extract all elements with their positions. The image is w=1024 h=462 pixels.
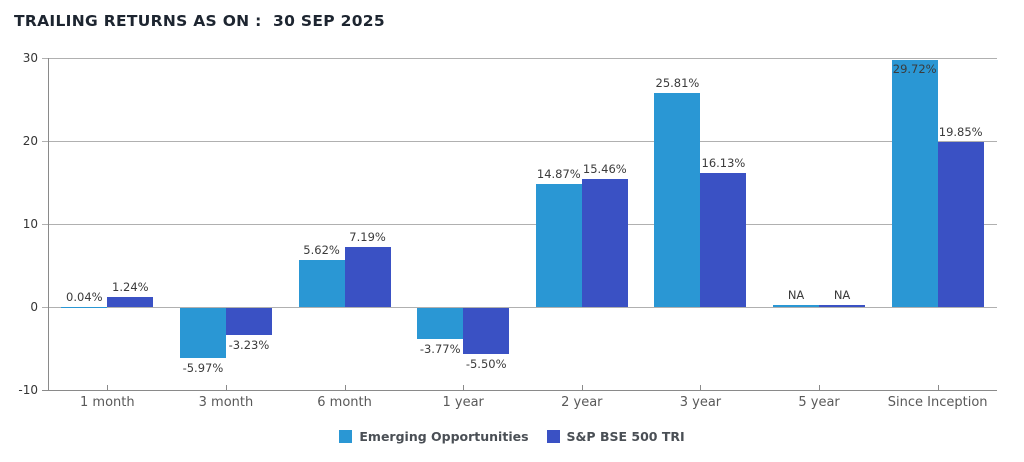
bar-value-label: 25.81% (655, 75, 700, 90)
bar-value-label: 29.72% (892, 62, 937, 77)
y-axis-line (48, 58, 49, 390)
x-category-label: 6 month (317, 395, 372, 410)
bar-series2 (463, 308, 510, 354)
bar-series2 (937, 142, 984, 307)
x-axis-tick (819, 385, 821, 390)
x-axis-tick (107, 385, 109, 390)
bar-series1 (417, 308, 464, 340)
bar-series1 (773, 305, 820, 307)
y-gridline (42, 224, 997, 225)
y-axis-tick-label: 20 (22, 134, 38, 148)
bar-series1 (61, 306, 108, 308)
bar-value-label: -5.50% (465, 356, 507, 371)
y-gridline (42, 307, 997, 308)
x-category-label: 3 month (198, 395, 254, 410)
bar-series2 (700, 173, 747, 307)
legend-item-sp-bse-500-tri: S&P BSE 500 TRI (546, 429, 685, 444)
x-axis-tick (937, 385, 939, 390)
x-category-label: 3 year (679, 395, 722, 410)
y-axis-tick-label: 10 (22, 217, 38, 231)
x-category-label: 1 month (80, 395, 135, 410)
bar-value-label: 5.62% (303, 243, 340, 258)
bar-value-label: 14.87% (536, 166, 581, 181)
bar-value-label: NA (787, 288, 805, 302)
bar-value-label: -5.97% (182, 360, 224, 375)
bar-value-label: 19.85% (938, 125, 983, 140)
y-axis-tick-label: 30 (22, 51, 38, 65)
legend-label-series1: Emerging Opportunities (359, 429, 529, 444)
bar-value-label: 16.13% (701, 156, 746, 171)
chart-legend: Emerging Opportunities S&P BSE 500 TRI (0, 429, 1024, 444)
x-category-label: 5 year (798, 395, 840, 410)
bar-series1 (179, 308, 226, 358)
bar-series2 (225, 308, 272, 335)
x-axis-line (42, 390, 997, 391)
x-axis-tick (225, 385, 227, 390)
bar-series1 (654, 92, 701, 307)
chart-title: TRAILING RETURNS AS ON : 30 SEP 2025 (14, 12, 385, 30)
y-gridline (42, 141, 997, 142)
bar-value-label: 1.24% (112, 279, 149, 294)
x-axis-tick (581, 385, 583, 390)
legend-label-series2: S&P BSE 500 TRI (566, 429, 685, 444)
bar-value-label: 0.04% (66, 289, 103, 304)
bar-series2 (819, 305, 866, 307)
bar-value-label: -3.23% (228, 337, 270, 352)
bar-value-label: NA (833, 288, 851, 302)
x-axis-tick (463, 385, 465, 390)
x-axis-tick (344, 385, 346, 390)
bar-series2 (344, 247, 391, 307)
x-category-label: 2 year (561, 395, 603, 410)
bar-series1 (535, 183, 582, 307)
legend-item-emerging-opportunities: Emerging Opportunities (339, 429, 529, 444)
bar-value-label: 15.46% (582, 161, 627, 176)
legend-swatch-series1 (339, 430, 353, 443)
y-gridline (42, 58, 997, 59)
x-axis-tick (700, 385, 702, 390)
bar-value-label: -3.77% (419, 342, 461, 357)
bar-series2 (581, 178, 628, 307)
x-category-label: Since Inception (887, 395, 988, 410)
x-category-label: 1 year (442, 395, 484, 410)
bar-series1 (298, 260, 345, 307)
bar-series2 (107, 296, 154, 307)
y-axis-tick-label: -10 (18, 383, 38, 397)
bar-series1 (891, 60, 938, 307)
legend-swatch-series2 (546, 430, 560, 443)
bar-value-label: 7.19% (349, 230, 386, 245)
y-axis-tick-label: 0 (30, 300, 38, 314)
